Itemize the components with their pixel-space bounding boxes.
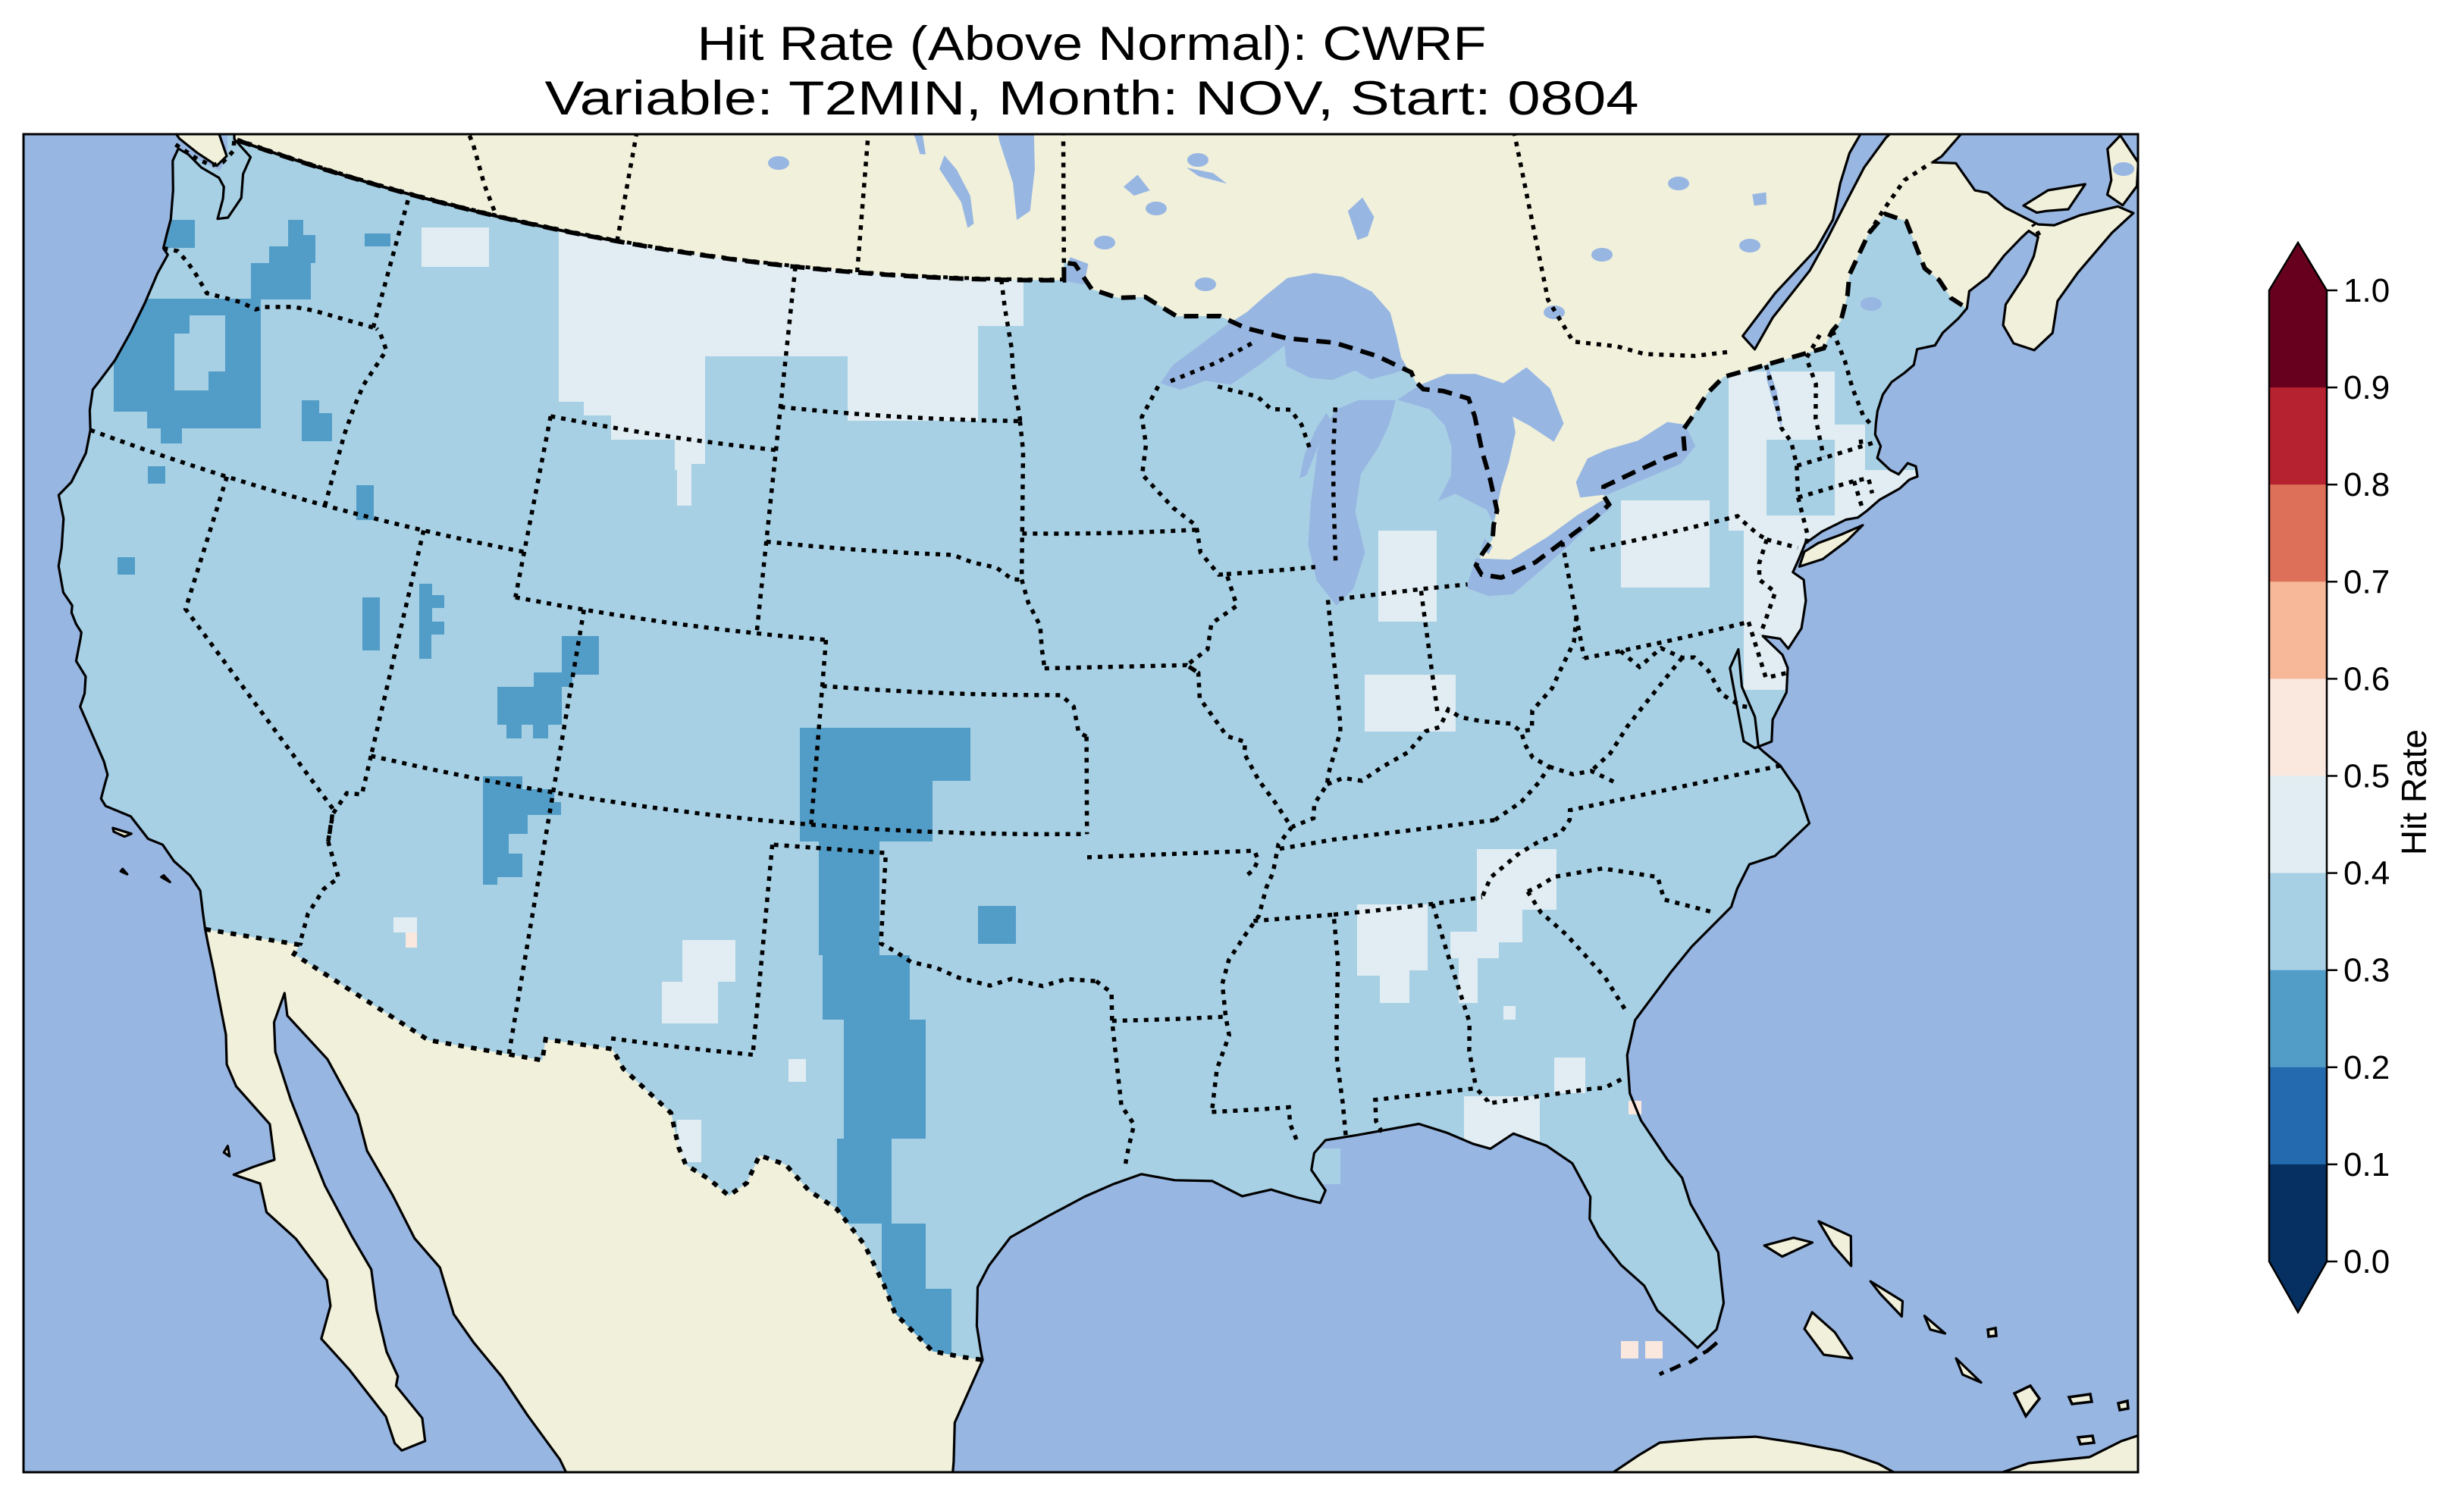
svg-text:0.0: 0.0 — [2343, 1243, 2390, 1280]
svg-text:0.8: 0.8 — [2343, 466, 2390, 503]
svg-text:0.1: 0.1 — [2343, 1146, 2390, 1183]
svg-text:0.4: 0.4 — [2343, 855, 2390, 892]
svg-text:Hit Rate (Above Normal): CWRF: Hit Rate (Above Normal): CWRF — [698, 17, 1487, 71]
svg-text:0.7: 0.7 — [2343, 563, 2390, 600]
svg-text:0.6: 0.6 — [2343, 660, 2390, 697]
svg-text:1.0: 1.0 — [2343, 272, 2390, 309]
svg-text:0.5: 0.5 — [2343, 758, 2390, 795]
svg-text:Hit Rate: Hit Rate — [2394, 729, 2434, 855]
svg-text:Variable: T2MIN, Month: NOV, S: Variable: T2MIN, Month: NOV, Start: 0804 — [545, 72, 1639, 125]
svg-text:0.9: 0.9 — [2343, 369, 2390, 406]
svg-text:0.3: 0.3 — [2343, 952, 2390, 989]
svg-text:0.2: 0.2 — [2343, 1049, 2390, 1086]
